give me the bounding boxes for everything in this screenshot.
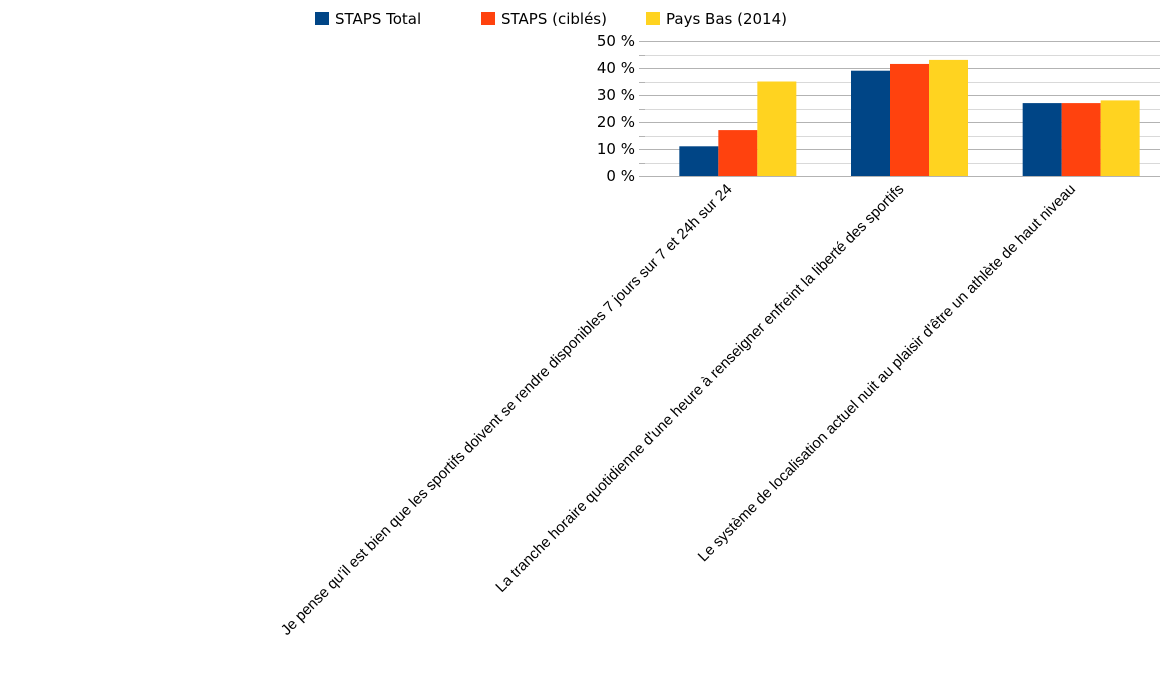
legend: STAPS Total STAPS (ciblés) Pays Bas (2014): [315, 10, 787, 28]
legend-label: STAPS Total: [335, 10, 421, 28]
category-label: La tranche horaire quotidienne d'une heu…: [492, 181, 907, 596]
bar-staps-cibl-s-1: [718, 130, 758, 176]
bar-staps-total-2: [851, 70, 890, 176]
y-tick-label: 30 %: [597, 86, 635, 104]
y-tick-label: 40 %: [597, 59, 635, 77]
y-tick-label: 20 %: [597, 113, 635, 131]
y-tick-label: 0 %: [606, 167, 635, 185]
y-tick-label: 10 %: [597, 140, 635, 158]
bars: [679, 59, 1140, 177]
bar-pays-bas-2014-3: [1100, 100, 1140, 176]
legend-label: Pays Bas (2014): [666, 10, 787, 28]
bar-pays-bas-2014-2: [929, 59, 968, 176]
bar-pays-bas-2014-1: [757, 81, 797, 176]
legend-swatch: [481, 12, 495, 25]
bar-staps-total-3: [1022, 103, 1062, 176]
category-label: Le système de localisation actuel nuit a…: [695, 181, 1079, 565]
bar-staps-cibl-s-2: [890, 63, 929, 177]
legend-swatch: [315, 12, 329, 25]
y-axis-ticks: 0 % 10 % 20 % 30 % 40 % 50 %: [597, 32, 635, 185]
legend-swatch: [646, 12, 660, 25]
legend-label: STAPS (ciblés): [501, 10, 607, 28]
y-tick-label: 50 %: [597, 32, 635, 50]
bar-staps-total-1: [679, 146, 719, 176]
x-axis-categories: Je pense qu'il est bien que les sportifs…: [278, 181, 1079, 639]
bar-staps-cibl-s-3: [1061, 103, 1101, 176]
